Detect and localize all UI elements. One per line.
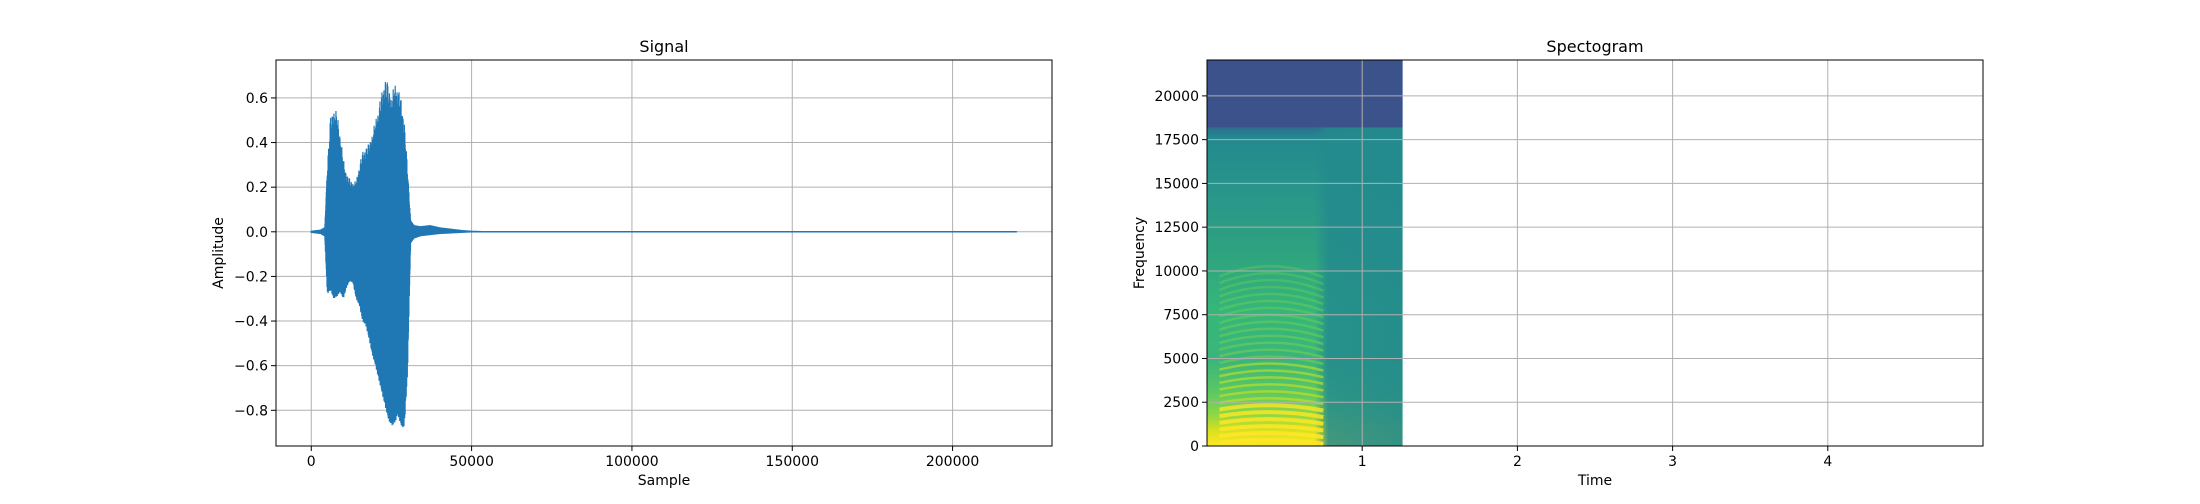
spectrogram-harmonic — [1219, 320, 1324, 332]
signal-ytick-label: −0.4 — [234, 314, 268, 330]
spectrogram-ytick-label: 12500 — [1154, 220, 1199, 236]
signal-ytick-label: −0.8 — [234, 403, 268, 419]
signal-ytick-label: 0.4 — [246, 136, 268, 152]
spectrogram-ytick-label: 15000 — [1154, 176, 1199, 192]
signal-series — [310, 82, 1018, 427]
signal-ytick-label: −0.6 — [234, 359, 268, 375]
spectrogram-harmonic — [1219, 369, 1324, 379]
spectrogram-xtick-label: 3 — [1668, 454, 1677, 470]
spectrogram-frame — [1206, 59, 1984, 447]
spectrogram-harmonic — [1219, 334, 1324, 346]
spectrogram-harmonic — [1219, 348, 1324, 359]
spectrogram-harmonic — [1218, 285, 1324, 299]
spectrogram-harmonic — [1219, 437, 1324, 446]
signal-ylabel: Amplitude — [211, 217, 227, 289]
spectrogram-harmonic — [1219, 362, 1324, 372]
spectrogram-harmonic — [1218, 271, 1324, 286]
spectrogram-xtick-label: 2 — [1513, 454, 1522, 470]
spectrogram-xtick-label: 4 — [1823, 454, 1832, 470]
spectrogram-harmonic — [1219, 383, 1324, 392]
spectrogram-harmonic — [1219, 306, 1324, 319]
signal-xtick-label: 50000 — [449, 454, 494, 470]
spectrogram-harmonic — [1218, 278, 1324, 292]
signal-title: Signal — [639, 37, 688, 56]
signal-ytick-label: −0.2 — [234, 269, 268, 285]
signal-axes: Signal Sample Amplitude 0 50000 100000 1500… — [211, 37, 1053, 489]
signal-ticks: 0 50000 100000 150000 200000 −0.8 −0.6 −0.4 −0.2… — [234, 91, 979, 470]
signal-xtick-label: 200000 — [926, 454, 979, 470]
signal-ytick-label: 0.0 — [246, 225, 268, 241]
spectrogram-harmonic — [1219, 431, 1324, 440]
spectrogram-harmonic — [1219, 341, 1324, 352]
spectrogram-ytick-label: 5000 — [1163, 351, 1199, 367]
spectrogram-harmonic — [1219, 355, 1324, 366]
spectrogram-xlabel: Time — [1577, 473, 1612, 489]
signal-ytick-label: 0.2 — [246, 180, 268, 196]
signal-xtick-label: 100000 — [605, 454, 658, 470]
spectrogram-harmonic — [1218, 292, 1324, 306]
spectrogram-image — [1207, 60, 1403, 446]
spectrogram-ytick-label: 20000 — [1154, 89, 1199, 105]
spectrogram-high-band — [1207, 60, 1403, 128]
spectrogram-axes: Spectogram Time Frequency 1 2 3 4 0 2500 5000 7… — [1132, 37, 1984, 489]
signal-waveform — [310, 82, 1018, 427]
spectrogram-harmonic — [1219, 410, 1324, 420]
spectrogram-ytick-label: 2500 — [1163, 395, 1199, 411]
signal-xtick-label: 0 — [307, 454, 316, 470]
spectrogram-harmonic — [1218, 264, 1324, 279]
spectrogram-ytick-label: 17500 — [1154, 133, 1199, 149]
spectrogram-harmonic — [1219, 424, 1324, 433]
spectrogram-harmonic — [1219, 327, 1324, 339]
spectrogram-harmonic — [1219, 403, 1324, 413]
signal-ytick-label: 0.6 — [246, 91, 268, 107]
spectrogram-ytick-label: 7500 — [1163, 308, 1199, 324]
spectrogram-ylabel: Frequency — [1132, 217, 1148, 289]
spectrogram-ytick-label: 0 — [1190, 439, 1199, 455]
signal-xlabel: Sample — [638, 473, 691, 489]
spectrogram-harmonic — [1219, 417, 1324, 426]
spectrogram-harmonic — [1219, 376, 1324, 386]
spectrogram-grid — [1207, 60, 1983, 447]
signal-frame — [275, 59, 1053, 447]
signal-xtick-label: 150000 — [766, 454, 819, 470]
spectrogram-harmonic — [1219, 299, 1324, 312]
spectrogram-ytick-label: 10000 — [1154, 264, 1199, 280]
spectrogram-harmonic — [1219, 390, 1324, 399]
spectrogram-title: Spectogram — [1546, 37, 1643, 56]
spectrogram-ticks: 1 2 3 4 0 2500 5000 7500 10000 12500 15000 17500 200… — [1154, 89, 1832, 470]
spectrogram-xtick-label: 1 — [1358, 454, 1367, 470]
